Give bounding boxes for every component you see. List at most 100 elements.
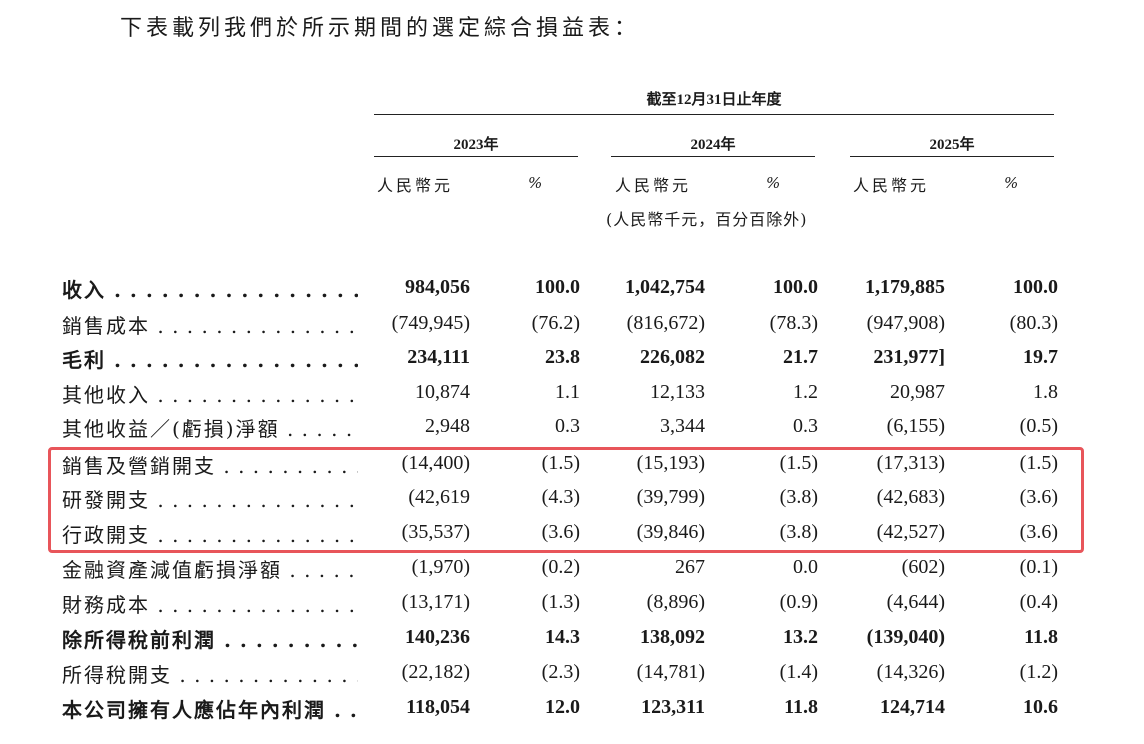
row-value: (4,644) bbox=[886, 591, 945, 613]
pct-label-2023: % bbox=[528, 174, 543, 192]
row-value: (0.1) bbox=[1019, 556, 1058, 578]
row-value: 23.8 bbox=[545, 346, 580, 368]
row-value: (139,040) bbox=[866, 626, 945, 648]
row-value: (1.4) bbox=[779, 661, 818, 683]
year-header-2023: 2023年 bbox=[453, 137, 499, 153]
row-value: (14,400) bbox=[401, 452, 470, 474]
year-header-2025: 2025年 bbox=[929, 137, 975, 153]
row-value: (2.3) bbox=[541, 661, 580, 683]
row-label: 收入 bbox=[62, 274, 358, 303]
row-value: (13,171) bbox=[401, 591, 470, 613]
row-value: 226,082 bbox=[640, 346, 705, 368]
year-rule-2025 bbox=[850, 156, 1054, 157]
highlight-box bbox=[48, 447, 1084, 553]
row-value: (3.8) bbox=[779, 521, 818, 543]
row-value: (14,781) bbox=[636, 661, 705, 683]
unit-label-2023: 人民幣元 bbox=[377, 176, 454, 195]
row-label: 金融資產減值虧損淨額 bbox=[62, 554, 358, 583]
row-value: (39,846) bbox=[636, 521, 705, 543]
row-value: (42,683) bbox=[876, 486, 945, 508]
table-row: 所得稅開支 (22,182) (2.3) (14,781) (1.4) (14,326) (… bbox=[0, 655, 1144, 689]
row-value: 11.8 bbox=[784, 696, 818, 718]
table-row: 毛利 234,111 23.8 226,082 21.7 231,977] 19.7 bbox=[0, 340, 1144, 374]
row-label: 毛利 bbox=[62, 344, 358, 373]
table-row: 除所得稅前利潤 140,236 14.3 138,092 13.2 (139,040) 11… bbox=[0, 620, 1144, 654]
row-value: 100.0 bbox=[1013, 276, 1058, 298]
row-value: 12,133 bbox=[650, 381, 705, 403]
row-value: 0.3 bbox=[555, 415, 580, 437]
row-label: 財務成本 bbox=[62, 589, 358, 618]
row-value: 10,874 bbox=[415, 381, 470, 403]
row-value: (42,619 bbox=[408, 486, 470, 508]
table-row: 財務成本 (13,171) (1.3) (8,896) (0.9) (4,644) (0.4… bbox=[0, 585, 1144, 619]
row-value: (3.8) bbox=[779, 486, 818, 508]
row-value: 10.6 bbox=[1023, 696, 1058, 718]
year-rule-2023 bbox=[374, 156, 578, 157]
year-header-2024: 2024年 bbox=[690, 137, 736, 153]
table-row: 其他收益／(虧損)淨額 2,948 0.3 3,344 0.3 (6,155) (0.5) bbox=[0, 409, 1144, 443]
row-label: 銷售成本 bbox=[62, 310, 358, 339]
row-value: 267 bbox=[675, 556, 705, 578]
row-label: 除所得稅前利潤 bbox=[62, 624, 358, 653]
row-value: 140,236 bbox=[405, 626, 470, 648]
table-row: 銷售及營銷開支 (14,400) (1.5) (15,193) (1.5) (17,313… bbox=[0, 446, 1144, 480]
row-value: 19.7 bbox=[1023, 346, 1058, 368]
row-value: 1.1 bbox=[555, 381, 580, 403]
row-value: (1.3) bbox=[541, 591, 580, 613]
row-value: (0.5) bbox=[1019, 415, 1058, 437]
row-value: 20,987 bbox=[890, 381, 945, 403]
row-label: 所得稅開支 bbox=[62, 659, 358, 688]
table-row: 銷售成本 (749,945) (76.2) (816,672) (78.3) (947,9… bbox=[0, 306, 1144, 340]
row-value: (22,182) bbox=[401, 661, 470, 683]
row-label: 本公司擁有人應佔年內利潤 bbox=[62, 694, 358, 723]
row-value: (3.6) bbox=[1019, 486, 1058, 508]
row-value: 118,054 bbox=[406, 696, 470, 718]
row-value: 1,042,754 bbox=[625, 276, 705, 298]
row-value: (0.4) bbox=[1019, 591, 1058, 613]
row-value: 234,111 bbox=[407, 346, 470, 368]
row-label: 其他收益／(虧損)淨額 bbox=[62, 413, 358, 442]
row-value: 123,311 bbox=[641, 696, 705, 718]
row-value: 1.8 bbox=[1033, 381, 1058, 403]
row-value: (8,896) bbox=[646, 591, 705, 613]
row-value: (78.3) bbox=[769, 312, 818, 334]
row-value: (0.2) bbox=[541, 556, 580, 578]
row-value: (1.2) bbox=[1019, 661, 1058, 683]
row-value: 100.0 bbox=[773, 276, 818, 298]
row-value: 0.0 bbox=[793, 556, 818, 578]
pct-label-2024: % bbox=[766, 174, 781, 192]
table-row: 其他收入 10,874 1.1 12,133 1.2 20,987 1.8 bbox=[0, 375, 1144, 409]
row-value: (42,527) bbox=[876, 521, 945, 543]
table-row: 行政開支 (35,537) (3.6) (39,846) (3.8) (42,527) (3… bbox=[0, 515, 1144, 549]
row-value: (14,326) bbox=[876, 661, 945, 683]
row-value: (76.2) bbox=[531, 312, 580, 334]
row-value: 13.2 bbox=[783, 626, 818, 648]
period-header: 截至12月31日止年度 bbox=[646, 92, 782, 108]
year-rule-2024 bbox=[611, 156, 815, 157]
row-value: (35,537) bbox=[401, 521, 470, 543]
row-value: (4.3) bbox=[541, 486, 580, 508]
row-value: 231,977] bbox=[873, 346, 945, 368]
row-value: (1,970) bbox=[411, 556, 470, 578]
row-value: 12.0 bbox=[545, 696, 580, 718]
period-rule bbox=[374, 114, 1054, 115]
row-value: (17,313) bbox=[876, 452, 945, 474]
row-value: 21.7 bbox=[783, 346, 818, 368]
row-value: (6,155) bbox=[886, 415, 945, 437]
row-value: (15,193) bbox=[636, 452, 705, 474]
row-value: (602) bbox=[901, 556, 945, 578]
row-value: 124,714 bbox=[880, 696, 945, 718]
unit-note: (人民幣千元，百分百除外) bbox=[606, 210, 808, 229]
row-label: 銷售及營銷開支 bbox=[62, 450, 358, 479]
row-value: (1.5) bbox=[1019, 452, 1058, 474]
row-value: 100.0 bbox=[535, 276, 580, 298]
row-value: 3,344 bbox=[660, 415, 705, 437]
row-value: (1.5) bbox=[779, 452, 818, 474]
row-value: (80.3) bbox=[1009, 312, 1058, 334]
row-value: (0.9) bbox=[779, 591, 818, 613]
row-value: (3.6) bbox=[541, 521, 580, 543]
row-label: 研發開支 bbox=[62, 484, 358, 513]
row-value: 1,179,885 bbox=[865, 276, 945, 298]
pct-label-2025: % bbox=[1004, 174, 1019, 192]
row-label: 行政開支 bbox=[62, 519, 358, 548]
